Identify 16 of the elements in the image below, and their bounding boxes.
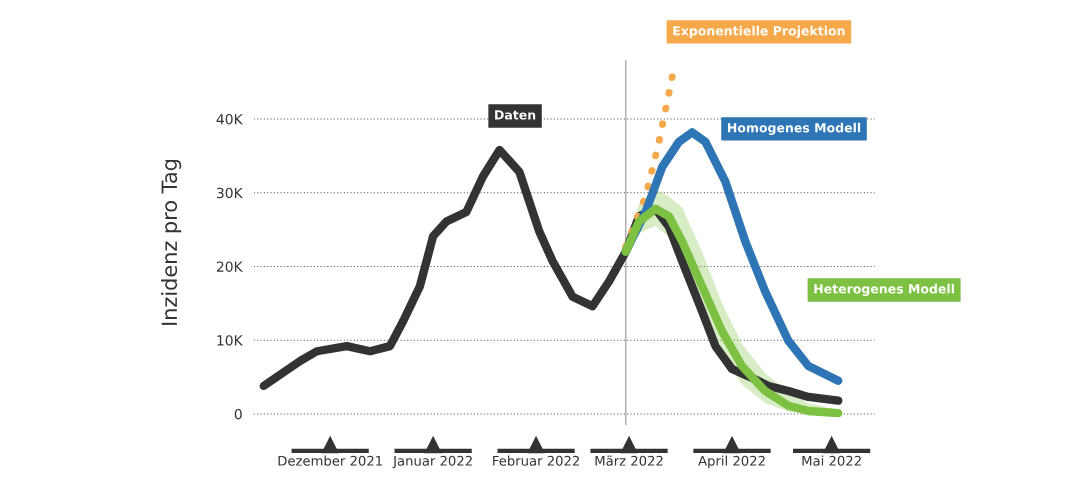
x-tick-label: Februar 2022: [493, 455, 579, 466]
y-tick-label: 0: [234, 408, 242, 420]
y-tick-label: 40K: [216, 113, 243, 125]
text: Daten: [495, 110, 536, 120]
x-tick-label: Januar 2022: [392, 455, 472, 469]
y-tick-label: 20K: [216, 261, 243, 272]
text: Exponentielle Projektion: [673, 25, 845, 38]
y-tick-label: 10K: [217, 335, 243, 346]
y-tick-label: 30K: [216, 187, 243, 199]
x-tick-label: Mai 2022: [802, 455, 861, 466]
series-label: Homogenes Modell: [728, 122, 861, 135]
x-tick-label: April 2022: [698, 455, 765, 469]
text: Heterogenes Modell: [814, 283, 954, 297]
x-tick-label: März 2022: [595, 455, 663, 466]
y-axis-title: Inzidenz pro Tag: [161, 159, 182, 325]
x-tick-label: Dezember 2021: [278, 455, 382, 466]
